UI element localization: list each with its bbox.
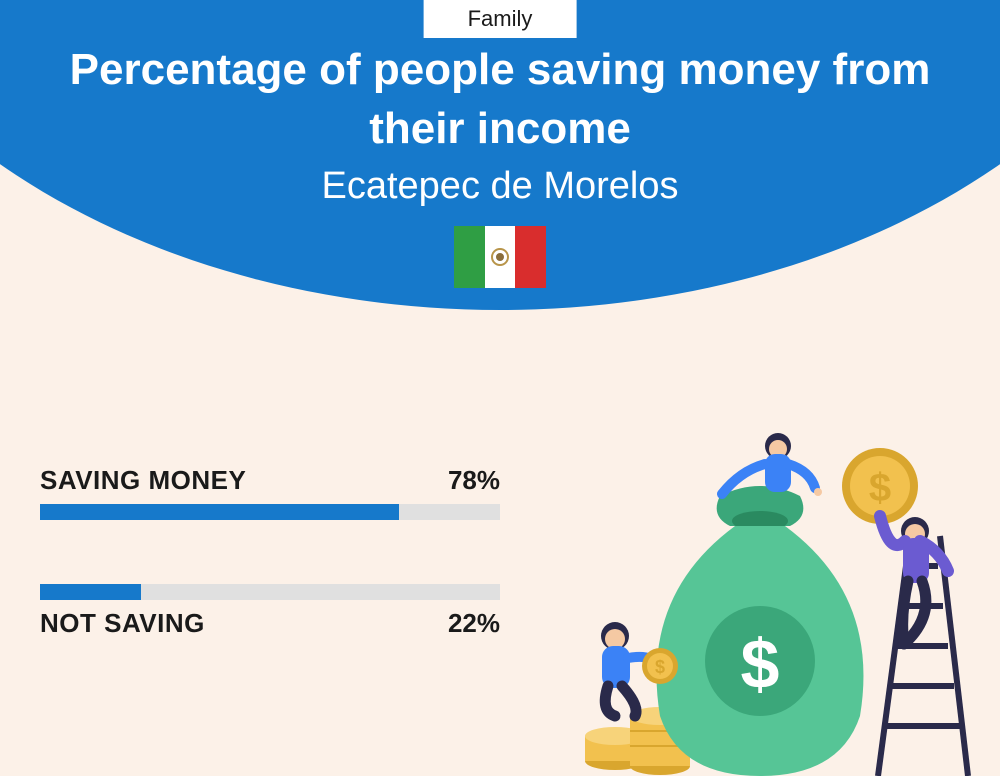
- flag-stripe-green: [454, 226, 485, 288]
- bar-fill: [40, 504, 399, 520]
- bar-track: [40, 504, 500, 520]
- bar-label: SAVING MONEY: [40, 465, 246, 496]
- page-title: Percentage of people saving money from t…: [0, 40, 1000, 159]
- flag-mexico: [454, 226, 546, 288]
- flag-stripe-white: [485, 226, 516, 288]
- svg-text:$: $: [741, 625, 780, 703]
- person-ladder-icon: [880, 516, 948, 644]
- category-tag: Family: [424, 0, 577, 38]
- savings-illustration: $ $: [560, 416, 990, 776]
- svg-text:$: $: [655, 657, 665, 677]
- person-top-icon: [722, 433, 822, 496]
- flag-emblem: [491, 248, 509, 266]
- svg-text:$: $: [869, 466, 891, 510]
- bar-fill: [40, 584, 141, 600]
- bar-value: 78%: [448, 465, 500, 496]
- bar-label: NOT SAVING: [40, 608, 205, 639]
- page-subtitle: Ecatepec de Morelos: [0, 165, 1000, 208]
- bars-section: SAVING MONEY 78% NOT SAVING 22%: [40, 465, 500, 703]
- header-content: Percentage of people saving money from t…: [0, 40, 1000, 288]
- flag-stripe-red: [515, 226, 546, 288]
- bar-group-saving: SAVING MONEY 78%: [40, 465, 500, 520]
- bar-group-not-saving: NOT SAVING 22%: [40, 584, 500, 639]
- money-bag-icon: $: [657, 486, 864, 776]
- bar-track: [40, 584, 500, 600]
- bar-value: 22%: [448, 608, 500, 639]
